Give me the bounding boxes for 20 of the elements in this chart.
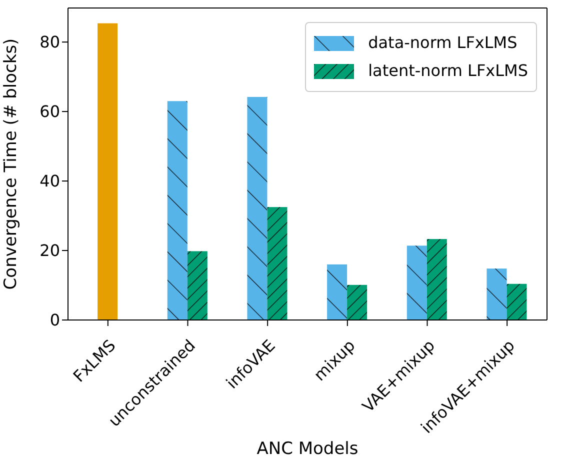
bar: [506, 284, 527, 320]
y-tick-label: 80: [40, 32, 60, 52]
bar: [187, 251, 208, 320]
bar: [267, 207, 288, 320]
x-axis-title: ANC Models: [256, 439, 358, 459]
bar: [406, 246, 427, 320]
y-tick-label: 60: [40, 102, 60, 122]
legend-label: data-norm LFxLMS: [368, 32, 518, 54]
y-tick-label: 0: [50, 310, 60, 330]
bar: [486, 268, 507, 320]
y-tick-label: 40: [40, 172, 60, 191]
y-axis-title: Convergence Time (# blocks): [1, 38, 22, 290]
bar: [247, 96, 268, 320]
bar: [347, 284, 368, 320]
bar: [98, 23, 118, 320]
bar: [167, 101, 188, 320]
bar: [327, 264, 348, 320]
bar: [426, 239, 447, 320]
legend-label: latent-norm LFxLMS: [368, 60, 528, 82]
y-tick-label: 20: [40, 241, 60, 260]
